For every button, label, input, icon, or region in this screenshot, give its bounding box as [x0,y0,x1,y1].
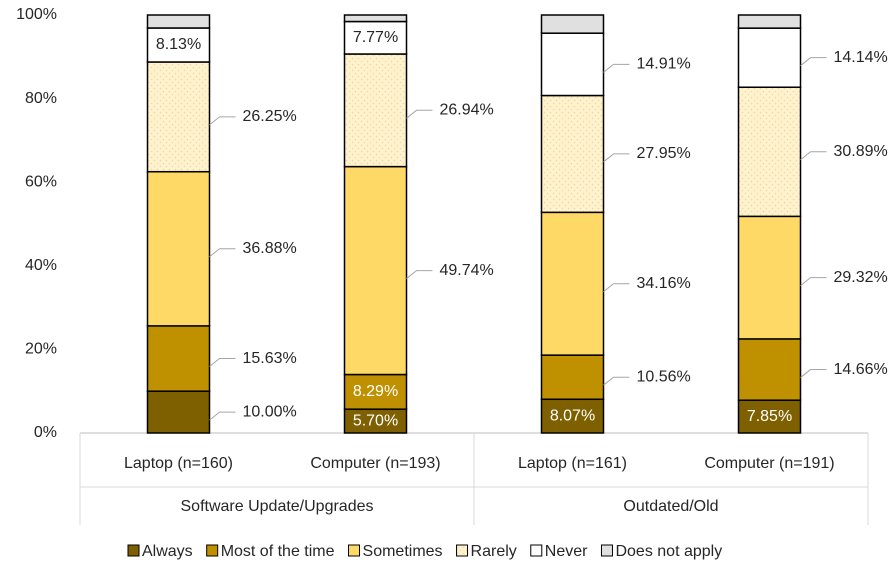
data-label: 26.94% [440,102,494,119]
group-label: Outdated/Old [623,498,718,515]
data-label: 29.32% [834,269,888,286]
legend-swatch [456,544,469,557]
bar-segment [737,399,802,434]
bar-segment [343,53,408,168]
bar-segment [737,14,802,29]
bar-segment [737,86,802,218]
data-label: 26.25% [243,108,297,125]
legend-label: Does not apply [615,543,722,560]
bar-segment [343,165,408,376]
bar-segment [540,354,605,401]
legend-swatch [127,544,140,557]
bar-segment [540,32,605,97]
x-tick-label: Computer (n=191) [704,455,834,472]
bar-segment [737,338,802,401]
y-tick-label: 20% [25,341,57,358]
leader-line [209,411,236,421]
legend-label: Most of the time [221,543,335,560]
data-label: 10.56% [637,368,691,385]
bar-segment [540,398,605,434]
legend-label: Always [142,543,193,560]
label-box [150,34,207,55]
bar-segment [146,325,211,392]
legend-swatch [530,544,543,557]
data-label: 14.66% [834,361,888,378]
data-label: 7.85% [747,408,792,425]
leader-line [603,153,630,163]
leader-line [406,109,433,119]
y-tick-label: 80% [25,90,57,107]
label-box [347,27,404,48]
bar-segment [540,211,605,356]
y-tick-label: 100% [16,6,57,23]
data-label: 34.16% [637,275,691,292]
y-tick-label: 0% [34,424,57,441]
bar-segment [146,14,211,29]
legend-label: Never [545,543,588,560]
data-label: 7.77% [353,29,398,46]
data-label: 49.74% [440,262,494,279]
data-label: 27.95% [637,145,691,162]
y-tick-label: 60% [25,173,57,190]
data-label: 15.63% [243,350,297,367]
data-label: 8.13% [156,36,201,53]
legend-swatch [348,544,361,557]
group-label: Software Update/Upgrades [181,498,374,515]
bar-segment [737,27,802,88]
data-label: 14.14% [834,49,888,66]
bar-segment [343,14,408,23]
bar-segment [146,61,211,173]
leader-line [603,283,630,293]
leader-line [209,358,236,367]
data-label: 8.29% [353,383,398,400]
bar-segment [343,373,408,410]
leader-line [800,369,827,378]
data-label: 5.70% [353,412,398,429]
legend-swatch [206,544,219,557]
data-label: 10.00% [243,403,297,420]
x-tick-label: Laptop (n=160) [124,455,233,472]
bar-segment [737,215,802,340]
leader-line [209,116,236,126]
legend-label: Sometimes [363,543,443,560]
y-tick-label: 40% [25,257,57,274]
data-label: 36.88% [243,240,297,257]
leader-line [406,270,433,279]
leader-line [603,63,630,73]
data-label: 30.89% [834,143,888,160]
legend-label: Rarely [471,543,517,560]
data-label: 8.07% [550,407,595,424]
leader-line [603,376,630,386]
leader-line [800,151,827,161]
bar-segment [540,94,605,214]
leader-line [800,277,827,287]
bar-segment [540,14,605,34]
data-label: 14.91% [637,56,691,73]
x-tick-label: Computer (n=193) [310,455,440,472]
bar-segment [146,170,211,327]
legend-swatch [600,544,613,557]
x-tick-label: Laptop (n=161) [518,455,627,472]
leader-line [800,57,827,67]
leader-line [209,248,236,258]
bar-segment [146,390,211,434]
